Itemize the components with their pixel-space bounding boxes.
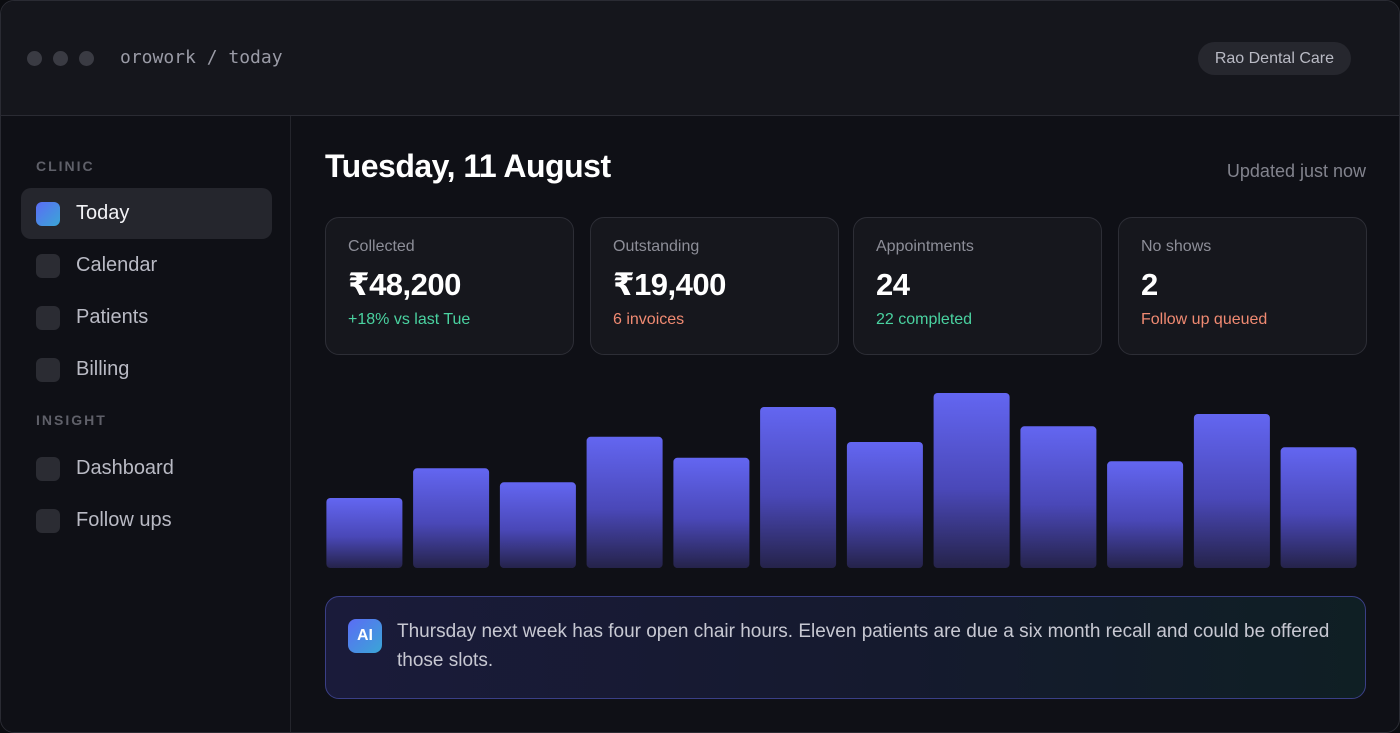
sidebar-item-today[interactable]: Today: [21, 188, 272, 239]
stat-label: Collected: [348, 238, 415, 255]
main-content: Tuesday, 11 August Updated just now Coll…: [291, 116, 1399, 732]
window-controls: [27, 51, 94, 66]
ai-badge-icon: AI: [348, 619, 382, 653]
chart-bar-12: [1280, 447, 1357, 568]
close-window-dot[interactable]: [27, 51, 42, 66]
sidebar-item-follow-ups[interactable]: Follow ups: [21, 495, 272, 546]
ai-insight-banner: AI Thursday next week has four open chai…: [325, 596, 1366, 699]
stat-value: 2: [1141, 267, 1158, 302]
sidebar-item-dashboard[interactable]: Dashboard: [21, 443, 272, 494]
chart-bar-4: [586, 436, 663, 568]
sidebar-item-calendar[interactable]: Calendar: [21, 240, 272, 291]
updated-status: Updated just now: [1226, 161, 1366, 181]
dashboard-icon: [36, 456, 60, 481]
stat-value: ₹19,400: [613, 267, 726, 302]
page-title: Tuesday, 11 August: [325, 148, 611, 184]
sidebar-item-label: Billing: [76, 358, 130, 380]
sidebar-item-label: Follow ups: [76, 509, 172, 531]
sidebar-item-label: Calendar: [76, 254, 158, 276]
sidebar: CLINIC Today Calendar Patients Billing I…: [1, 116, 291, 732]
stat-label: No shows: [1141, 238, 1212, 255]
chart-bar-5: [673, 457, 750, 568]
follow-ups-icon: [36, 508, 60, 533]
stat-value: ₹48,200: [348, 267, 461, 302]
revenue-bar-chart: [326, 393, 1357, 568]
sidebar-section-insight: INSIGHT: [36, 412, 107, 428]
stat-label: Outstanding: [613, 238, 700, 255]
insight-text: Thursday next week has four open chair h…: [397, 621, 1330, 671]
stat-value: 24: [876, 267, 910, 302]
stat-card-appointments: Appointments 24 22 completed: [853, 217, 1102, 355]
patients-icon: [36, 305, 60, 330]
stat-card-outstanding: Outstanding ₹19,400 6 invoices: [590, 217, 839, 355]
billing-icon: [36, 357, 60, 382]
stat-card-no-shows: No shows 2 Follow up queued: [1118, 217, 1367, 355]
maximize-window-dot[interactable]: [79, 51, 94, 66]
chart-bar-2: [413, 468, 490, 568]
chart-bar-10: [1107, 461, 1184, 568]
stat-label: Appointments: [876, 238, 974, 255]
sidebar-item-billing[interactable]: Billing: [21, 344, 272, 395]
stat-subtext: 6 invoices: [613, 311, 685, 328]
stat-subtext: +18% vs last Tue: [348, 311, 471, 328]
chart-bar-1: [326, 498, 403, 568]
chart-bar-6: [760, 407, 837, 568]
sidebar-item-label: Patients: [76, 306, 149, 328]
clinic-switcher[interactable]: Rao Dental Care: [1197, 42, 1351, 75]
today-icon: [36, 201, 60, 226]
chart-bar-11: [1193, 414, 1270, 568]
stat-subtext: Follow up queued: [1141, 311, 1268, 328]
stat-card-collected: Collected ₹48,200 +18% vs last Tue: [325, 217, 574, 355]
calendar-icon: [36, 253, 60, 278]
minimize-window-dot[interactable]: [53, 51, 68, 66]
breadcrumb: orowork / today: [120, 47, 283, 68]
chart-bar-8: [933, 393, 1010, 568]
title-bar: orowork / today Rao Dental Care: [1, 1, 1399, 116]
chart-bar-7: [846, 442, 923, 568]
chart-bar-9: [1020, 426, 1097, 568]
stat-subtext: 22 completed: [876, 311, 973, 328]
sidebar-section-clinic: CLINIC: [36, 158, 95, 174]
sidebar-item-label: Dashboard: [76, 457, 174, 479]
sidebar-item-label: Today: [76, 202, 130, 224]
chart-bar-3: [499, 482, 576, 568]
sidebar-item-patients[interactable]: Patients: [21, 292, 272, 343]
